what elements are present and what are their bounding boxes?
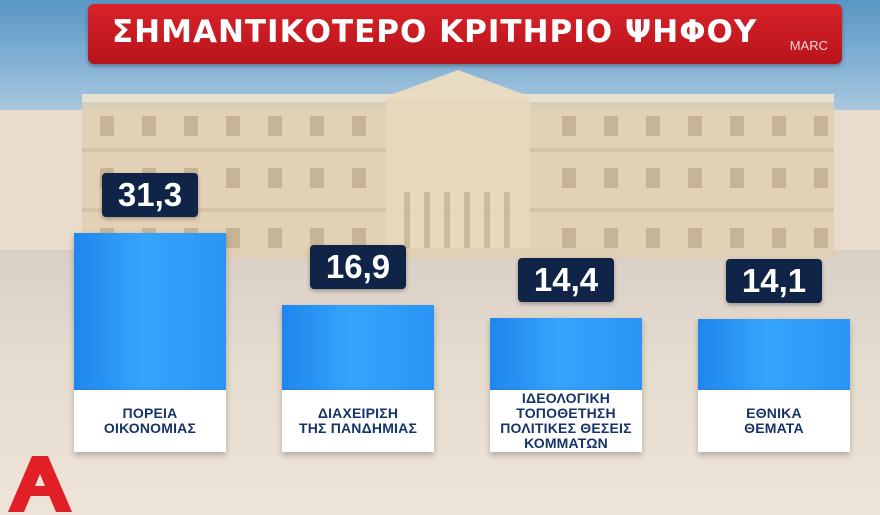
value-label-box-4: 14,1: [726, 259, 822, 303]
source-label: MARC: [789, 38, 828, 53]
value-label-4: 14,1: [741, 262, 807, 299]
category-label-box-2: ΔΙΑΧΕΙΡΙΣΗ ΤΗΣ ΠΑΝΔΗΜΙΑΣ: [282, 390, 434, 452]
bar-4: [698, 319, 850, 390]
value-label-2: 16,9: [325, 248, 391, 285]
bar-2: [282, 305, 434, 390]
channel-logo-icon: [8, 456, 72, 512]
category-label-box-3: ΙΔΕΟΛΟΓΙΚΗ ΤΟΠΟΘΕΤΗΣΗ ΠΟΛΙΤΙΚΕΣ ΘΕΣΕΙΣ Κ…: [490, 390, 642, 452]
category-label-2: ΔΙΑΧΕΙΡΙΣΗ ΤΗΣ ΠΑΝΔΗΜΙΑΣ: [298, 405, 418, 436]
value-label-box-1: 31,3: [102, 173, 198, 217]
parliament-building-image: [82, 70, 834, 258]
value-label-3: 14,4: [533, 261, 599, 298]
category-label-3: ΙΔΕΟΛΟΓΙΚΗ ΤΟΠΟΘΕΤΗΣΗ ΠΟΛΙΤΙΚΕΣ ΘΕΣΕΙΣ Κ…: [500, 390, 632, 451]
value-label-box-2: 16,9: [310, 245, 406, 289]
bar-3: [490, 318, 642, 390]
title-banner: ΣΗΜΑΝΤΙΚΟΤΕΡΟ ΚΡΙΤΗΡΙΟ ΨΗΦΟΥ MARC: [88, 4, 842, 64]
bar-1: [74, 233, 226, 390]
chart-title: ΣΗΜΑΝΤΙΚΟΤΕΡΟ ΚΡΙΤΗΡΙΟ ΨΗΦΟΥ: [112, 14, 758, 50]
value-label-box-3: 14,4: [518, 258, 614, 302]
category-label-box-1: ΠΟΡΕΙΑ ΟΙΚΟΝΟΜΙΑΣ: [74, 390, 226, 452]
category-label-1: ΠΟΡΕΙΑ ΟΙΚΟΝΟΜΙΑΣ: [103, 405, 197, 436]
value-label-1: 31,3: [117, 176, 183, 213]
category-label-4: ΕΘΝΙΚΑ ΘΕΜΑΤΑ: [744, 405, 804, 436]
category-label-box-4: ΕΘΝΙΚΑ ΘΕΜΑΤΑ: [698, 390, 850, 452]
